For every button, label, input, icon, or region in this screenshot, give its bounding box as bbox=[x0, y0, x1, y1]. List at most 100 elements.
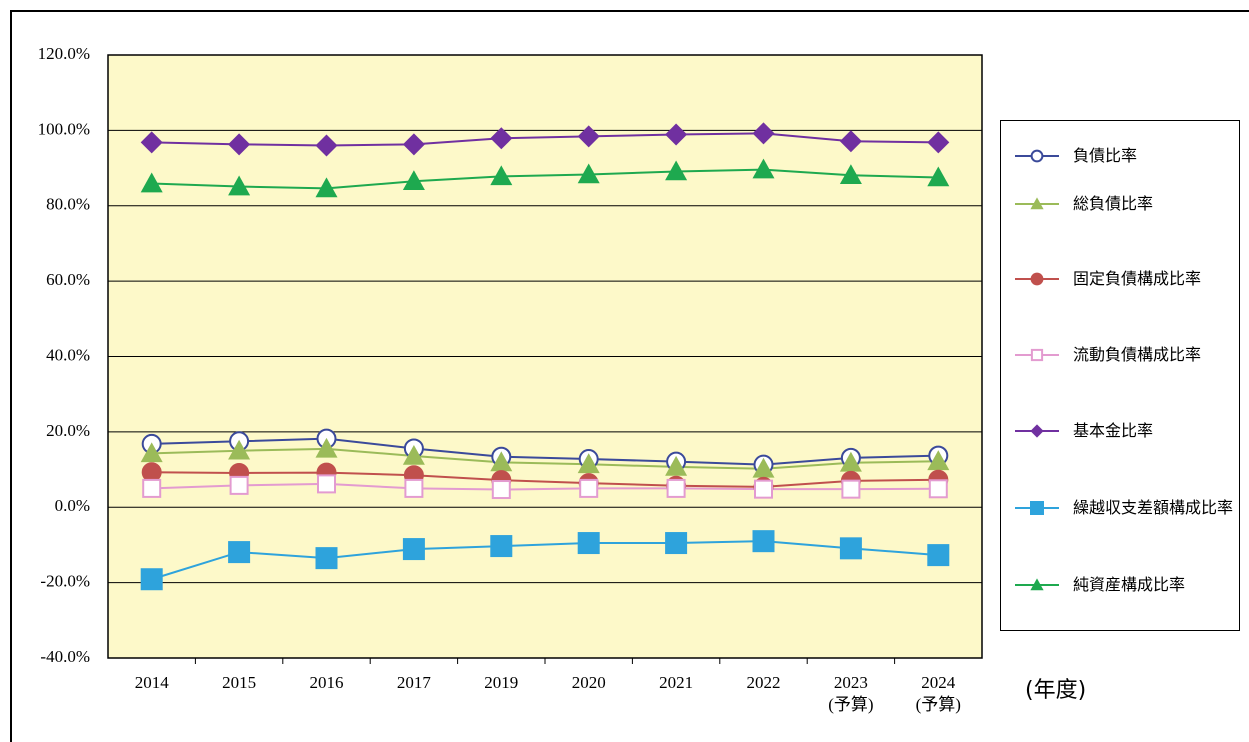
marker bbox=[1030, 424, 1044, 438]
legend-label: 流動負債構成比率 bbox=[1073, 345, 1202, 364]
y-tick-label: 60.0% bbox=[46, 270, 90, 289]
marker bbox=[841, 479, 861, 499]
legend-entry: 総負債比率 bbox=[1001, 192, 1239, 216]
x-tick-label: 2023 (予算) bbox=[828, 673, 874, 714]
marker bbox=[665, 455, 688, 476]
marker bbox=[754, 479, 773, 499]
series-line bbox=[151, 132, 939, 147]
x-tick-label: 2017 bbox=[396, 673, 431, 692]
marker bbox=[1030, 197, 1044, 210]
marker bbox=[317, 474, 336, 494]
marker bbox=[665, 532, 688, 555]
marker bbox=[402, 444, 425, 465]
legend-label: 総負債比率 bbox=[1073, 194, 1154, 213]
x-tick-label: 2022 bbox=[746, 673, 781, 692]
marker bbox=[141, 462, 162, 483]
marker bbox=[402, 538, 425, 561]
marker bbox=[579, 478, 599, 498]
marker bbox=[229, 475, 249, 495]
legend-entry: 流動負債構成比率 bbox=[1001, 343, 1239, 367]
marker bbox=[228, 175, 251, 196]
y-tick-label: 40.0% bbox=[46, 345, 90, 364]
series-line bbox=[151, 482, 939, 491]
marker bbox=[1030, 272, 1044, 286]
marker bbox=[490, 535, 513, 558]
legend-swatch bbox=[1015, 501, 1059, 515]
marker bbox=[140, 568, 163, 591]
marker bbox=[839, 537, 862, 560]
marker bbox=[927, 131, 950, 154]
series-line bbox=[151, 540, 939, 581]
y-tick-label: -20.0% bbox=[40, 572, 90, 591]
marker bbox=[402, 133, 425, 156]
marker bbox=[839, 451, 862, 472]
series-line bbox=[151, 168, 939, 190]
marker bbox=[839, 130, 862, 153]
marker bbox=[577, 163, 600, 184]
legend-swatch bbox=[1015, 424, 1059, 438]
marker bbox=[315, 134, 338, 157]
marker bbox=[228, 439, 251, 460]
y-tick-label: 0.0% bbox=[55, 496, 90, 515]
marker bbox=[1030, 149, 1044, 163]
marker bbox=[490, 165, 513, 186]
marker bbox=[927, 450, 950, 471]
legend-entry: 基本金比率 bbox=[1001, 419, 1239, 443]
marker bbox=[752, 122, 775, 145]
legend-swatch bbox=[1015, 348, 1059, 362]
marker bbox=[665, 123, 688, 146]
marker bbox=[140, 131, 163, 154]
marker bbox=[927, 166, 950, 187]
marker bbox=[142, 478, 162, 498]
series-line bbox=[151, 447, 939, 470]
x-axis-label: (年度) bbox=[1025, 678, 1087, 703]
marker bbox=[666, 478, 686, 498]
marker bbox=[315, 437, 338, 458]
x-tick-label: 2015 bbox=[222, 673, 257, 692]
x-tick-label: 2024 (予算) bbox=[915, 673, 961, 714]
y-tick-label: 100.0% bbox=[38, 119, 90, 138]
frame bbox=[10, 10, 1249, 742]
marker bbox=[577, 453, 600, 474]
marker bbox=[839, 164, 862, 185]
legend: 負債比率総負債比率固定負債構成比率流動負債構成比率 基本金比率繰越収支差額構成比率… bbox=[1000, 120, 1240, 631]
marker bbox=[1030, 501, 1044, 515]
legend-swatch bbox=[1015, 578, 1059, 591]
marker bbox=[140, 442, 163, 463]
marker bbox=[1030, 348, 1044, 362]
x-tick-label: 2016 bbox=[309, 673, 344, 692]
marker bbox=[228, 133, 251, 156]
y-tick-label: 120.0% bbox=[38, 44, 90, 63]
series-line bbox=[151, 471, 939, 488]
marker bbox=[490, 127, 513, 150]
marker bbox=[228, 541, 251, 564]
marker bbox=[927, 544, 950, 567]
legend-entry: 固定負債構成比率 bbox=[1001, 267, 1239, 291]
x-tick-label: 2019 bbox=[484, 673, 519, 692]
marker bbox=[752, 530, 775, 553]
series-line bbox=[151, 437, 939, 466]
marker bbox=[665, 160, 688, 181]
marker bbox=[752, 457, 775, 478]
legend-label: 純資産構成比率 bbox=[1073, 575, 1186, 594]
marker bbox=[577, 125, 600, 148]
legend-swatch bbox=[1015, 272, 1059, 286]
legend-entry: 純資産構成比率 bbox=[1001, 573, 1239, 597]
marker bbox=[315, 177, 338, 198]
marker bbox=[928, 479, 948, 499]
marker bbox=[752, 158, 775, 179]
x-tick-label: 2020 bbox=[571, 673, 606, 692]
marker bbox=[140, 172, 163, 193]
marker bbox=[1030, 578, 1044, 591]
marker bbox=[577, 532, 600, 555]
legend-label: 基本金比率 bbox=[1073, 421, 1154, 440]
marker bbox=[404, 478, 424, 498]
y-tick-label: 20.0% bbox=[46, 421, 90, 440]
legend-entry: 負債比率 bbox=[1001, 144, 1239, 168]
marker bbox=[490, 451, 513, 472]
x-tick-label: 2021 bbox=[659, 673, 694, 692]
legend-swatch bbox=[1015, 149, 1059, 163]
legend-entry: 繰越収支差額構成比率 bbox=[1001, 496, 1239, 520]
y-tick-label: 80.0% bbox=[46, 195, 90, 214]
